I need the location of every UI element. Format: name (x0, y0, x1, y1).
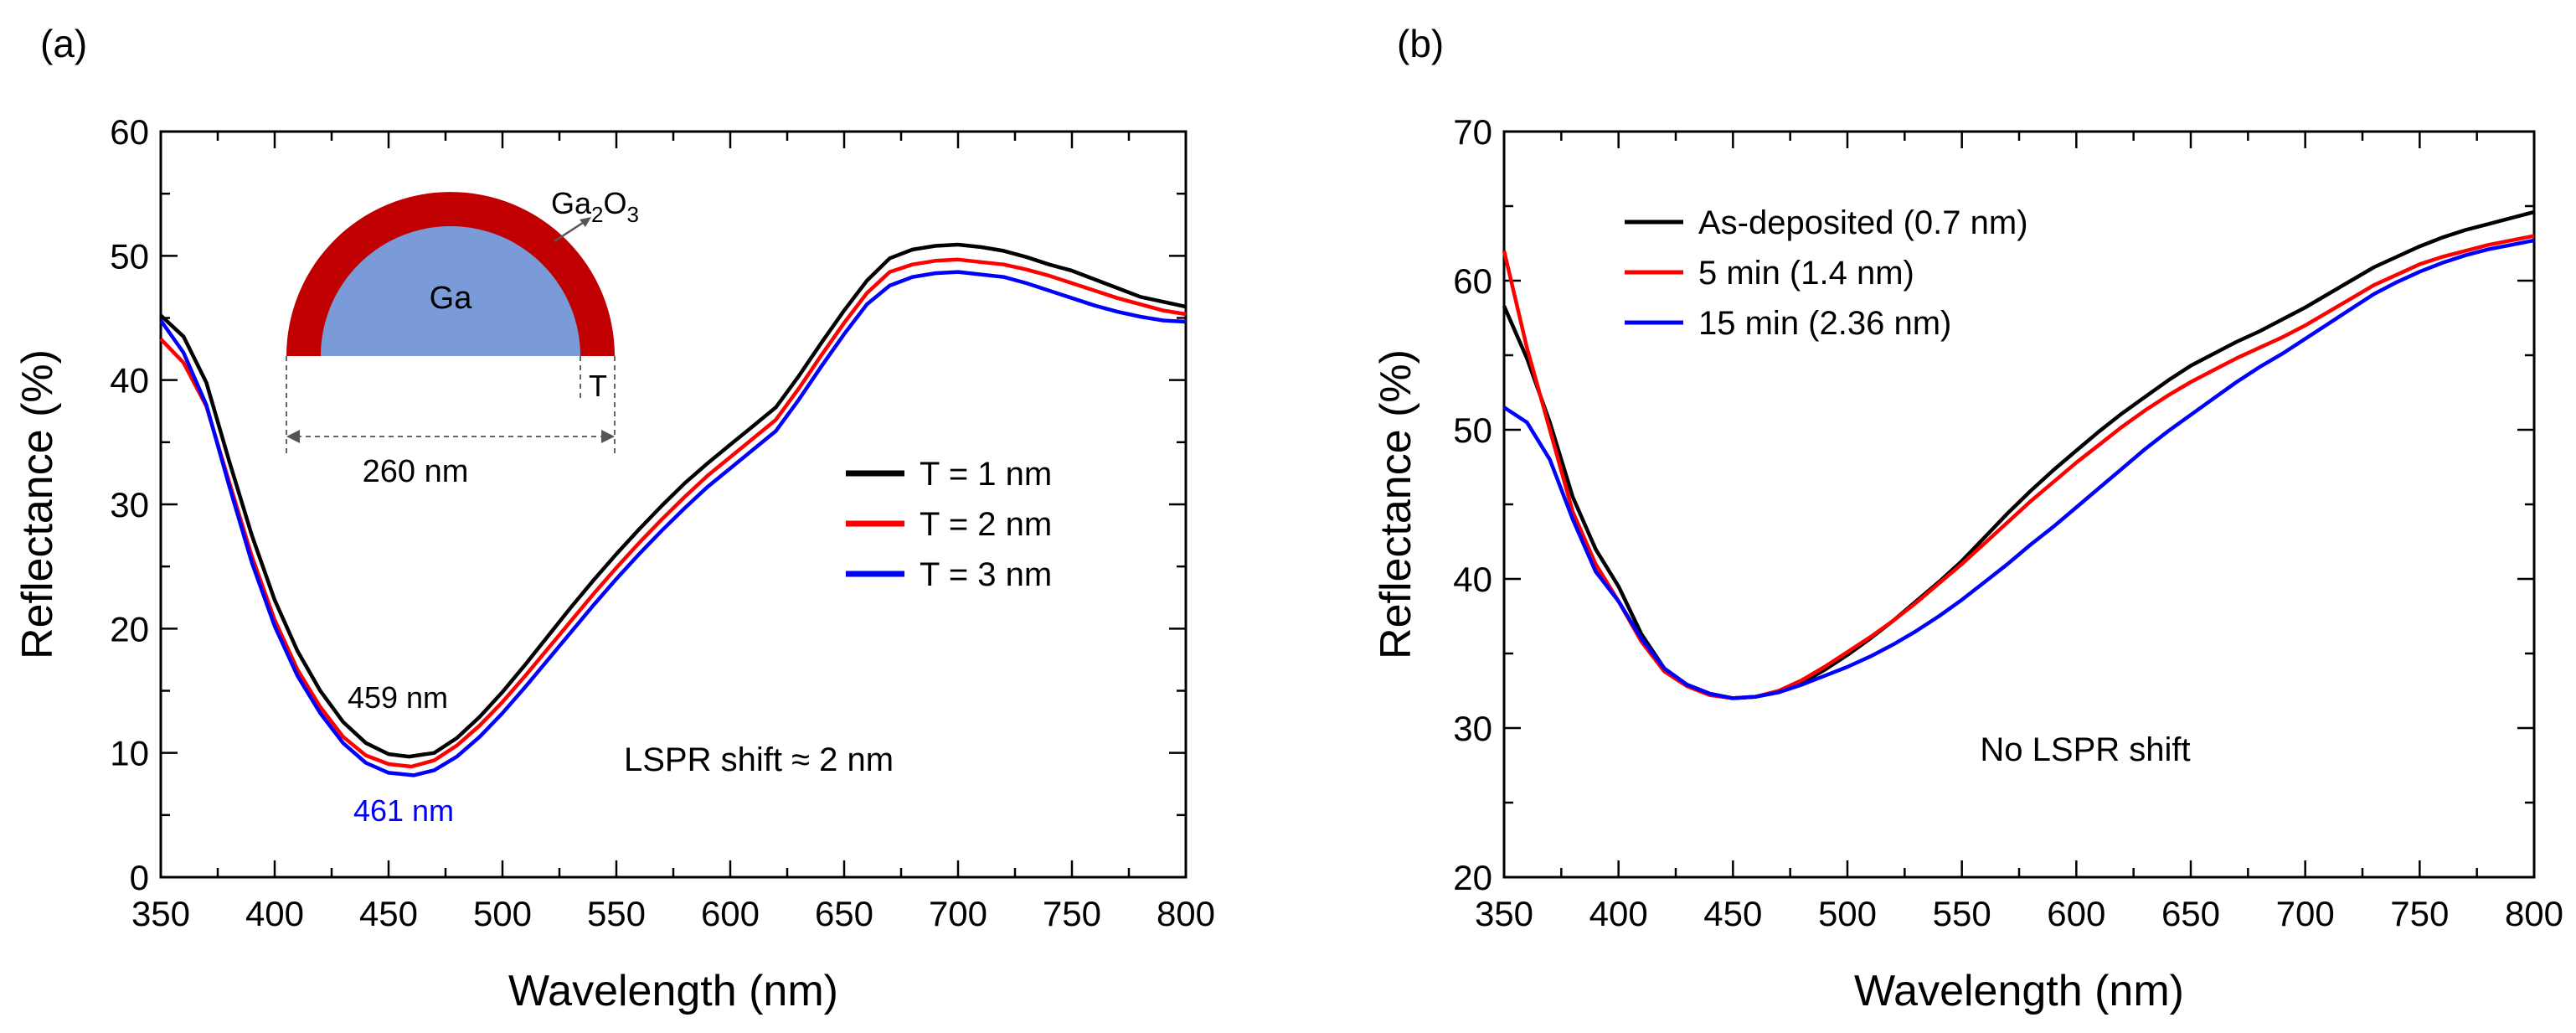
series-line (159, 270, 1187, 777)
legend-label: T = 3 nm (920, 556, 1052, 593)
x-tick-label: 600 (2047, 894, 2105, 933)
y-tick-label: 40 (110, 361, 149, 400)
series-line (1502, 234, 2535, 700)
shell-label-part: O (604, 186, 627, 220)
y-axis-label: Reflectance (%) (1372, 349, 1420, 659)
x-tick-label: 550 (587, 894, 646, 933)
x-tick-label: 650 (815, 894, 873, 933)
series-line (159, 257, 1187, 769)
x-tick-label: 350 (131, 894, 190, 933)
x-tick-label: 800 (1157, 894, 1215, 933)
y-tick-label: 20 (1453, 858, 1492, 897)
peak-label-blue: 461 nm (353, 793, 454, 828)
legend-label: 5 min (1.4 nm) (1698, 255, 1914, 292)
legend-label: 15 min (2.36 nm) (1698, 305, 1951, 342)
x-tick-label: 500 (473, 894, 532, 933)
legend: T = 1 nm T = 2 nm T = 3 nm (846, 456, 1052, 593)
ga-core (321, 226, 580, 356)
series-line (1502, 238, 2535, 700)
series-line (1502, 209, 2535, 700)
series-line (159, 242, 1187, 759)
legend-label: T = 2 nm (920, 506, 1052, 543)
x-tick-label: 600 (701, 894, 760, 933)
shell-label-sub: 3 (627, 202, 639, 227)
shell-arrowhead (580, 217, 591, 227)
panel-b: (b) 350 400 450 500 550 600 650 700 750 800 20 30 40 5… (1372, 22, 2563, 1015)
y-tick-label: 50 (110, 236, 149, 276)
x-tick-label: 750 (1043, 894, 1101, 933)
core-label: Ga (430, 281, 473, 316)
shell-label-part: Ga (551, 186, 592, 220)
shell-label-sub: 2 (591, 202, 603, 227)
panel-a: (a)350 400 450 500 550 600 650 700 750 8000102030… (13, 22, 1215, 1015)
x-tick-label: 500 (1818, 894, 1877, 933)
shell-arrow (554, 218, 589, 243)
x-tick-label: 550 (1933, 894, 1991, 933)
x-tick-label: 800 (2505, 894, 2563, 933)
diameter-arrowhead-left (286, 430, 300, 443)
x-tick-label: 450 (1703, 894, 1762, 933)
diameter-arrowhead-right (601, 430, 615, 443)
shell-label: Ga2O3 (551, 186, 639, 227)
y-axis-label: Reflectance (%) (13, 349, 62, 659)
thickness-label: T (589, 369, 607, 403)
y-tick-label: 30 (1453, 709, 1492, 748)
y-tick-label: 50 (1453, 411, 1492, 450)
lspr-shift-text: No LSPR shift (1980, 731, 2190, 768)
y-tick-label: 60 (110, 112, 149, 152)
y-tick-label: 40 (1453, 560, 1492, 599)
x-axis-label: Wavelength (nm) (1854, 967, 2184, 1015)
legend-label: T = 1 nm (920, 456, 1052, 493)
panel-label: (b) (1397, 22, 1444, 65)
y-tick-label: 20 (110, 609, 149, 648)
x-axis-label: Wavelength (nm) (508, 967, 838, 1015)
legend-label: As-deposited (0.7 nm) (1698, 204, 2028, 241)
x-tick-label: 700 (2276, 894, 2335, 933)
y-tick-label: 60 (1453, 261, 1492, 301)
x-tick-label: 650 (2161, 894, 2220, 933)
y-tick-label: 0 (130, 858, 149, 897)
legend: As-deposited (0.7 nm) 5 min (1.4 nm) 15 mi… (1625, 204, 2028, 342)
y-tick-label: 30 (110, 485, 149, 524)
x-tick-label: 400 (1589, 894, 1648, 933)
peak-label-black: 459 nm (348, 680, 448, 715)
x-tick-label: 400 (245, 894, 304, 933)
diameter-label: 260 nm (363, 454, 469, 489)
x-tick-label: 750 (2390, 894, 2449, 933)
panel-label: (a) (40, 22, 87, 65)
y-tick-label: 70 (1453, 112, 1492, 152)
x-tick-label: 450 (359, 894, 418, 933)
x-tick-label: 700 (929, 894, 987, 933)
lspr-shift-text: LSPR shift ≈ 2 nm (624, 741, 894, 778)
y-tick-label: 10 (110, 734, 149, 773)
x-tick-label: 350 (1475, 894, 1533, 933)
